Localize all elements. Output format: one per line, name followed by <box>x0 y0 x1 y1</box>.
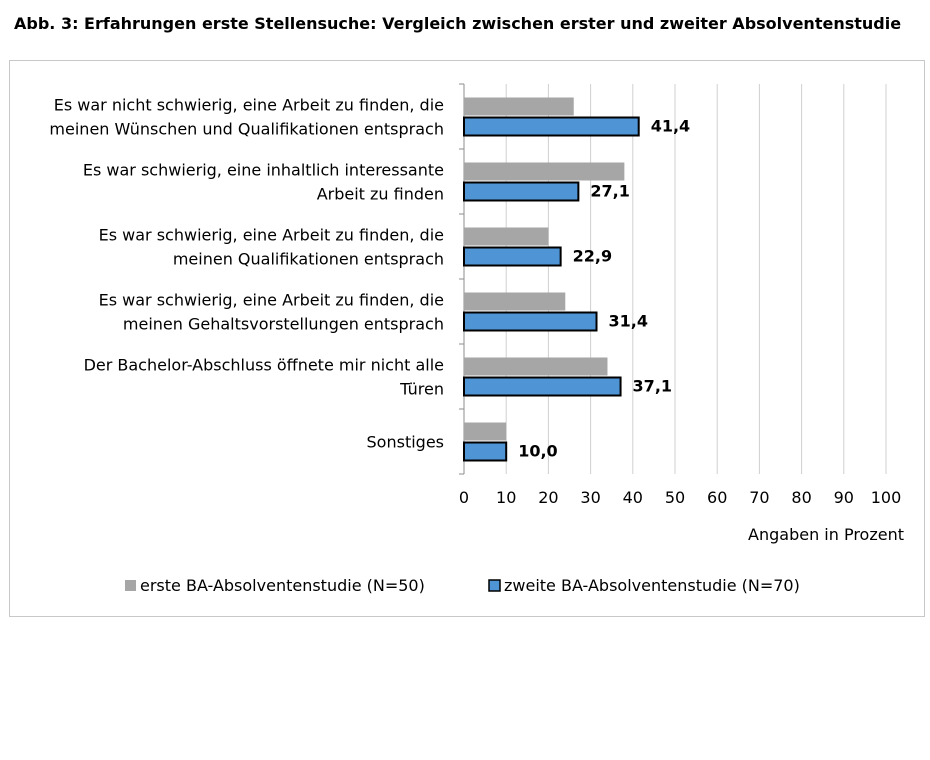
chart-frame <box>9 60 925 617</box>
bar-erste <box>464 422 507 441</box>
category-label: Es war schwierig, eine inhaltlich intere… <box>83 161 444 180</box>
bar-zweite <box>463 116 640 137</box>
data-label: 37,1 <box>633 377 672 396</box>
bar-erste <box>464 162 625 181</box>
bar-zweite <box>463 376 622 397</box>
category-label: Es war schwierig, eine Arbeit zu finden,… <box>99 226 444 245</box>
x-tick-label: 20 <box>538 488 558 507</box>
x-tick-label: 100 <box>871 488 902 507</box>
x-tick-label: 30 <box>580 488 600 507</box>
bar-erste <box>464 97 574 116</box>
category-label: Sonstiges <box>367 433 444 452</box>
legend-swatch-zweite <box>488 579 501 592</box>
bar-zweite <box>463 311 598 332</box>
chart-title: Abb. 3: Erfahrungen erste Stellensuche: … <box>14 14 902 33</box>
category-label: Arbeit zu finden <box>317 185 444 204</box>
category-label: meinen Wünschen und Qualifikationen ents… <box>49 120 444 139</box>
data-label: 41,4 <box>651 117 690 136</box>
bar-zweite <box>463 441 508 462</box>
bar-erste <box>464 357 608 376</box>
x-tick-label: 90 <box>834 488 854 507</box>
data-label: 10,0 <box>518 442 557 461</box>
x-axis-label: Angaben in Prozent <box>748 525 904 544</box>
category-label: meinen Gehaltsvorstellungen entsprach <box>123 315 444 334</box>
x-tick-label: 50 <box>665 488 685 507</box>
category-label: Der Bachelor-Abschluss öffnete mir nicht… <box>84 356 444 375</box>
category-label: Es war schwierig, eine Arbeit zu finden,… <box>99 291 444 310</box>
bar-erste <box>464 292 566 311</box>
x-tick-label: 10 <box>496 488 516 507</box>
legend-swatch-erste <box>125 580 136 591</box>
bar-zweite <box>463 246 562 267</box>
x-tick-label: 80 <box>791 488 811 507</box>
legend-label-zweite: zweite BA-Absolventenstudie (N=70) <box>504 576 800 595</box>
x-tick-label: 40 <box>623 488 643 507</box>
category-label: meinen Qualifikationen entsprach <box>173 250 444 269</box>
data-label: 31,4 <box>609 312 648 331</box>
legend-label-erste: erste BA-Absolventenstudie (N=50) <box>140 576 425 595</box>
category-label: Es war nicht schwierig, eine Arbeit zu f… <box>54 96 444 115</box>
data-label: 22,9 <box>573 247 612 266</box>
bar-zweite <box>463 181 580 202</box>
x-tick-label: 70 <box>749 488 769 507</box>
x-tick-label: 60 <box>707 488 727 507</box>
category-label: Türen <box>399 380 444 399</box>
x-tick-label: 0 <box>459 488 469 507</box>
data-label: 27,1 <box>590 182 629 201</box>
bar-erste <box>464 227 549 246</box>
